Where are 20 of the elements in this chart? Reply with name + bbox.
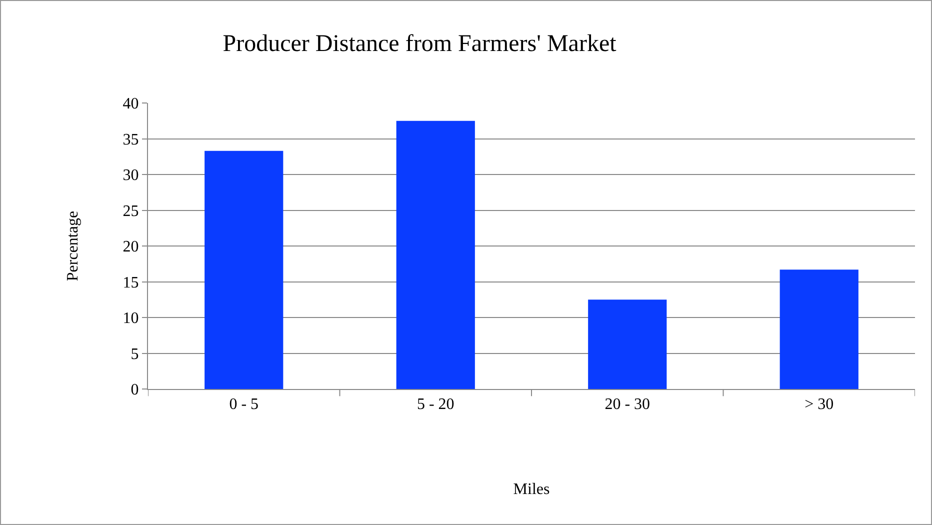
y-tick-label: 40: [122, 96, 139, 113]
x-axis-title: Miles: [513, 480, 550, 498]
y-tick-label: 15: [122, 274, 139, 292]
y-tick-label: 35: [122, 131, 139, 148]
y-tick-label: 10: [122, 310, 139, 328]
y-tick-label: 25: [122, 202, 139, 220]
y-tick-label: 5: [130, 346, 139, 363]
y-tick-label: 30: [122, 167, 139, 184]
y-axis-title: Percentage: [64, 210, 82, 282]
x-tick-label: > 30: [804, 396, 834, 414]
bar: [204, 150, 284, 389]
bar: [780, 270, 858, 389]
bar: [396, 120, 475, 389]
chart-title: Producer Distance from Farmers' Market: [222, 31, 617, 58]
y-tick-label: 20: [122, 238, 139, 256]
bar: [588, 300, 667, 389]
y-tick-label: 0: [130, 382, 139, 399]
x-tick-label: 20 - 30: [604, 396, 650, 414]
x-tick-label: 5 - 20: [416, 396, 454, 414]
x-tick-label: 0 - 5: [229, 396, 259, 414]
